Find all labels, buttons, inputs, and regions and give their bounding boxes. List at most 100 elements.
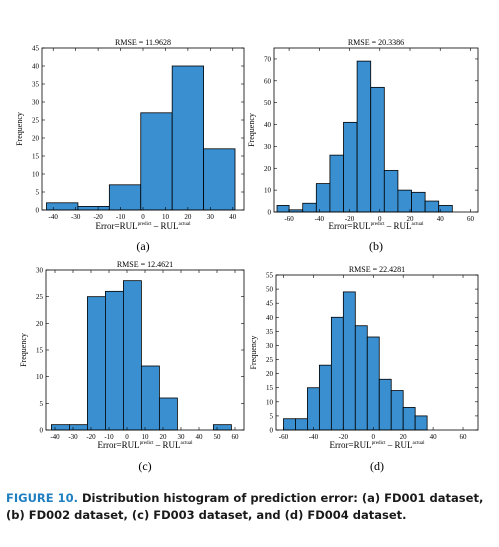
histogram-bar [171, 65, 205, 211]
x-tick-label: -20 [86, 433, 96, 441]
y-axis-label: Frequency [247, 113, 256, 147]
x-tick-label: 40 [196, 433, 204, 441]
chart-title: RMSE = 20.3386 [348, 38, 404, 47]
x-tick-label: 30 [178, 433, 186, 441]
x-tick-label: -60 [284, 215, 294, 223]
y-tick-label: 35 [266, 328, 274, 336]
x-axis-label-part: Error=RUL [330, 440, 372, 450]
y-tick-label: 30 [36, 267, 44, 275]
x-tick-label: 60 [460, 433, 468, 441]
x-tick-label: 10 [162, 213, 170, 221]
x-axis-label-part: Error=RUL [96, 221, 138, 231]
y-axis-label: Frequency [249, 336, 258, 370]
x-tick-label: 60 [467, 215, 475, 223]
y-tick-label: 25 [32, 117, 40, 125]
figure-caption: FIGURE 10. Distribution histogram of pre… [6, 490, 496, 524]
histogram-bar [318, 364, 332, 431]
x-axis-label-part: Error=RUL [329, 221, 371, 231]
x-tick-label: 40 [430, 433, 438, 441]
x-axis-label-superscript: actual [413, 441, 426, 446]
y-tick-label: 20 [264, 165, 272, 173]
y-tick-label: 25 [266, 356, 274, 364]
y-tick-label: 0 [270, 427, 274, 435]
y-tick-label: 30 [32, 99, 40, 107]
x-tick-label: 50 [214, 433, 222, 441]
histogram-bar [366, 336, 380, 431]
y-tick-label: 20 [36, 320, 44, 328]
x-tick-label: 30 [207, 213, 215, 221]
histogram-d: -60 -40 -20 0 20 40 60 0 5 10 15 20 25 30 35 40 45 50 55 RM… [249, 265, 479, 473]
y-tick-label: 5 [36, 189, 40, 197]
plot-frame [275, 274, 479, 431]
x-tick-label: -30 [71, 213, 81, 221]
y-tick-label: 50 [264, 99, 272, 107]
subplot-label: (b) [369, 239, 383, 253]
x-tick-label: -30 [68, 433, 78, 441]
x-axis-label-part: – RUL [154, 440, 181, 450]
y-tick-label: 25 [36, 293, 44, 301]
y-tick-label: 30 [266, 342, 274, 350]
y-tick-label: 20 [266, 370, 274, 378]
x-axis-label-part: Error=RUL [98, 440, 140, 450]
figure-caption-text: Distribution histogram of prediction err… [6, 491, 484, 522]
histogram-bar [330, 316, 344, 431]
subplot-label: (d) [370, 459, 384, 473]
x-tick-label: 0 [125, 433, 129, 441]
x-tick-label: -40 [309, 433, 319, 441]
figure-label: FIGURE 10. [6, 491, 78, 505]
x-axis-label-superscript: predict [140, 441, 154, 446]
x-tick-label: -10 [116, 213, 126, 221]
histogram-bar [295, 418, 308, 431]
histogram-bar [307, 387, 320, 431]
histogram-bar [414, 415, 428, 431]
x-axis-label-part: – RUL [152, 221, 179, 231]
x-tick-label: 20 [160, 433, 168, 441]
y-tick-label: 15 [36, 347, 44, 355]
y-tick-label: 55 [266, 272, 274, 280]
x-tick-label: -20 [339, 433, 349, 441]
x-axis-label-superscript: actual [181, 441, 194, 446]
x-tick-label: 60 [232, 433, 240, 441]
x-axis-label-superscript: actual [179, 222, 192, 227]
x-tick-label: -20 [93, 213, 103, 221]
subplot-label: (c) [138, 459, 151, 473]
x-axis-label-superscript: predict [371, 222, 385, 227]
y-tick-label: 45 [266, 300, 274, 308]
x-axis-label-part: – RUL [386, 440, 413, 450]
x-tick-label: -60 [279, 433, 289, 441]
y-tick-label: 15 [266, 384, 274, 392]
histogram-bar [354, 325, 368, 431]
x-axis-label: Error=RULpredict – RULactual [329, 221, 425, 231]
y-tick-label: 5 [40, 400, 44, 408]
y-tick-label: 45 [32, 45, 40, 53]
y-tick-label: 10 [36, 373, 44, 381]
y-tick-label: 30 [264, 143, 272, 151]
x-tick-label: -10 [104, 433, 114, 441]
plot-frame [273, 47, 479, 213]
histogram-bar [402, 407, 416, 431]
x-axis-label: Error=RULpredict – RULactual [98, 440, 194, 450]
chart-title: RMSE = 11.9628 [115, 38, 171, 47]
y-tick-label: 10 [264, 187, 272, 195]
x-tick-label: 40 [229, 213, 237, 221]
y-tick-label: 20 [32, 135, 40, 143]
x-axis-label-superscript: predict [138, 222, 152, 227]
histogram-bar [108, 184, 142, 211]
x-axis-label-part: – RUL [385, 221, 412, 231]
x-axis-label-superscript: actual [412, 222, 425, 227]
subplot-label: (a) [136, 239, 149, 253]
x-tick-label: 40 [437, 215, 445, 223]
x-tick-label: -40 [50, 433, 60, 441]
x-tick-label: 0 [141, 213, 145, 221]
x-tick-label: -40 [315, 215, 325, 223]
x-tick-label: 20 [400, 433, 408, 441]
histogram-b: -60 -40 -20 0 20 40 60 0 10 20 30 40 50 60 70 RMSE = 20… [247, 38, 479, 253]
x-tick-label: 20 [407, 215, 415, 223]
y-tick-label: 40 [266, 314, 274, 322]
histogram-bar [342, 291, 356, 431]
y-tick-label: 50 [266, 286, 274, 294]
y-tick-label: 70 [264, 55, 272, 63]
y-tick-label: 40 [264, 121, 272, 129]
y-tick-label: 15 [32, 153, 40, 161]
chart-title: RMSE = 22.4281 [349, 265, 405, 274]
